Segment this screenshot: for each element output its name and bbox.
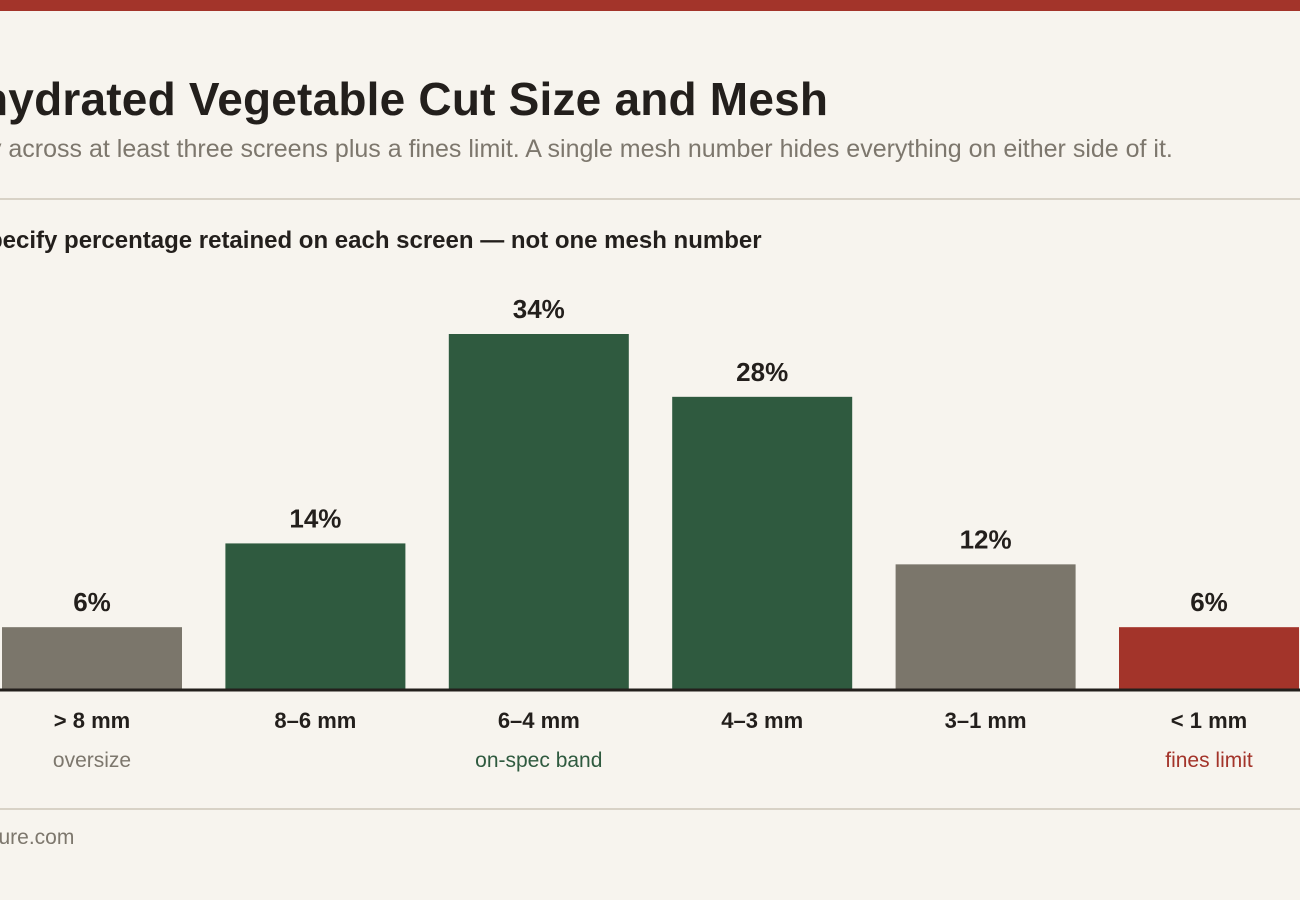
accent-top-bar: [0, 0, 1300, 11]
divider-top: [0, 198, 1300, 200]
bar-value-label-0: 6%: [73, 587, 111, 617]
divider-bottom: [0, 808, 1300, 810]
page-title: hydrated Vegetable Cut Size and Mesh: [0, 73, 829, 125]
bar-value-label-4: 12%: [960, 524, 1012, 554]
group-annotation-2: fines limit: [1165, 749, 1253, 772]
x-tick-label-5: < 1 mm: [1171, 708, 1247, 733]
x-tick-label-3: 4–3 mm: [721, 708, 803, 733]
bar-4: [895, 564, 1076, 690]
x-tick-label-0: > 8 mm: [54, 708, 130, 733]
source-footer: sure.com: [0, 826, 75, 849]
bar-value-label-2: 34%: [513, 294, 565, 324]
x-tick-label-2: 6–4 mm: [498, 708, 580, 733]
bar-3: [672, 396, 853, 690]
bar-value-label-3: 28%: [736, 357, 788, 387]
bar-1: [225, 543, 406, 690]
bar-value-label-1: 14%: [289, 503, 341, 533]
page-subtitle: fy across at least three screens plus a …: [0, 135, 1173, 163]
bar-0: [2, 627, 182, 690]
group-annotation-1: on-spec band: [475, 749, 602, 772]
chart-title: pecify percentage retained on each scree…: [0, 227, 762, 254]
x-tick-label-1: 8–6 mm: [274, 708, 356, 733]
bar-5: [1119, 627, 1299, 690]
bar-value-label-5: 6%: [1190, 587, 1228, 617]
x-tick-label-4: 3–1 mm: [945, 708, 1027, 733]
bar-2: [448, 334, 629, 690]
group-annotation-0: oversize: [53, 749, 131, 772]
